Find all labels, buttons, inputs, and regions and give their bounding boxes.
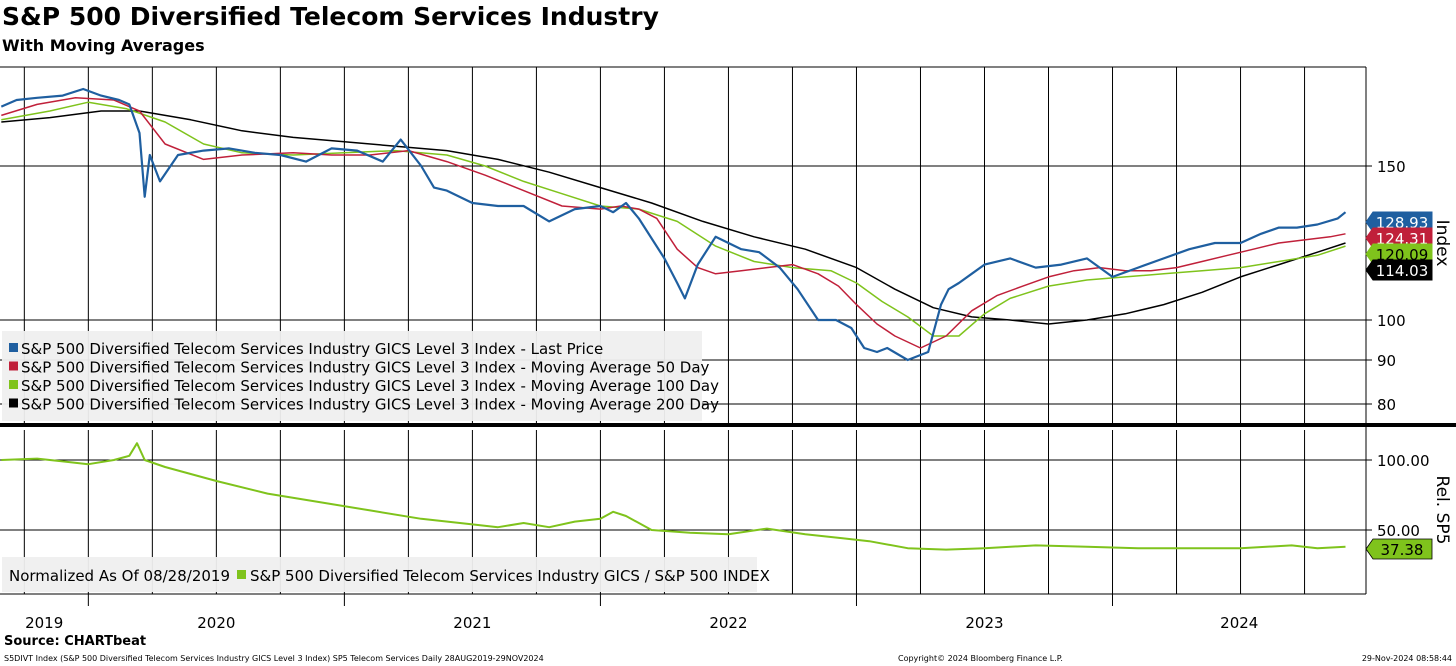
x-tick-label: 2021 bbox=[453, 614, 491, 632]
source-text: Source: CHARTbeat bbox=[4, 634, 147, 649]
ma200-tag-shape bbox=[1365, 259, 1433, 281]
lower-y-tick-label: 100.00 bbox=[1377, 452, 1430, 470]
upper-y-tick-label: 80 bbox=[1377, 396, 1396, 414]
ma200-tag: 114.03 bbox=[1365, 259, 1433, 281]
footer-description: S5DIVT Index (S&P 500 Diversified Teleco… bbox=[4, 654, 544, 663]
legend-entry: S&P 500 Diversified Telecom Services Ind… bbox=[21, 359, 710, 377]
upper-y-axis-title: Index bbox=[1432, 220, 1452, 267]
legend-entry: S&P 500 Diversified Telecom Services Ind… bbox=[21, 396, 719, 414]
upper-legend-bg bbox=[2, 331, 702, 421]
lower-legend: Normalized As Of 08/28/2019 S&P 500 Diver… bbox=[2, 557, 770, 592]
legend-swatch bbox=[9, 361, 18, 371]
legend-swatch bbox=[9, 398, 18, 408]
x-tick-label: 2020 bbox=[197, 614, 235, 632]
x-tick-label: 2024 bbox=[1220, 614, 1258, 632]
x-tick-label: 2022 bbox=[709, 614, 747, 632]
relative-line bbox=[1, 442, 1346, 551]
lower-y-tick-label: 50.00 bbox=[1377, 522, 1420, 540]
relative-tag-shape bbox=[1365, 538, 1433, 560]
lower-y-axis-title: Rel. SP5 bbox=[1432, 476, 1452, 545]
legend-swatch bbox=[9, 343, 18, 352]
chart-svg: 80 90 100 150 50.00 100.00 Index Rel. SP5 2019 20… bbox=[0, 66, 1456, 632]
upper-legend: S&P 500 Diversified Telecom Services Ind… bbox=[2, 331, 719, 421]
normalized-note: Normalized As Of 08/28/2019 bbox=[9, 567, 230, 585]
relative-tag: 37.38 bbox=[1365, 538, 1433, 560]
upper-y-tick-label: 90 bbox=[1377, 352, 1396, 370]
lower-legend-bg bbox=[2, 557, 757, 592]
footer-timestamp: 29-Nov-2024 08:58:44 bbox=[1361, 654, 1452, 663]
chart-subtitle: With Moving Averages bbox=[2, 36, 205, 55]
legend-entry: S&P 500 Diversified Telecom Services Ind… bbox=[250, 567, 770, 585]
x-tick-label: 2023 bbox=[965, 614, 1003, 632]
footer-copyright: Copyright© 2024 Bloomberg Finance L.P. bbox=[898, 654, 1063, 663]
x-tick-label: 2019 bbox=[25, 614, 63, 632]
ma200-line bbox=[1, 110, 1346, 325]
ma100-line bbox=[1, 101, 1346, 337]
panel-divider bbox=[0, 423, 1456, 427]
relative-tag-label: 37.38 bbox=[1381, 541, 1424, 559]
legend-entry: S&P 500 Diversified Telecom Services Ind… bbox=[21, 340, 603, 358]
chart-title: S&P 500 Diversified Telecom Services Ind… bbox=[2, 2, 659, 31]
legend-swatch bbox=[9, 380, 18, 389]
upper-y-tick-label: 100 bbox=[1377, 312, 1406, 330]
legend-entry: S&P 500 Diversified Telecom Services Ind… bbox=[21, 377, 719, 395]
lower-plot-area bbox=[1, 442, 1346, 551]
upper-y-tick-label: 150 bbox=[1377, 158, 1406, 176]
last-price-line bbox=[0, 87, 1347, 362]
ma200-tag-label: 114.03 bbox=[1376, 262, 1429, 280]
legend-swatch bbox=[237, 570, 246, 579]
upper-plot-area bbox=[0, 87, 1347, 362]
ma50-line bbox=[1, 97, 1346, 349]
